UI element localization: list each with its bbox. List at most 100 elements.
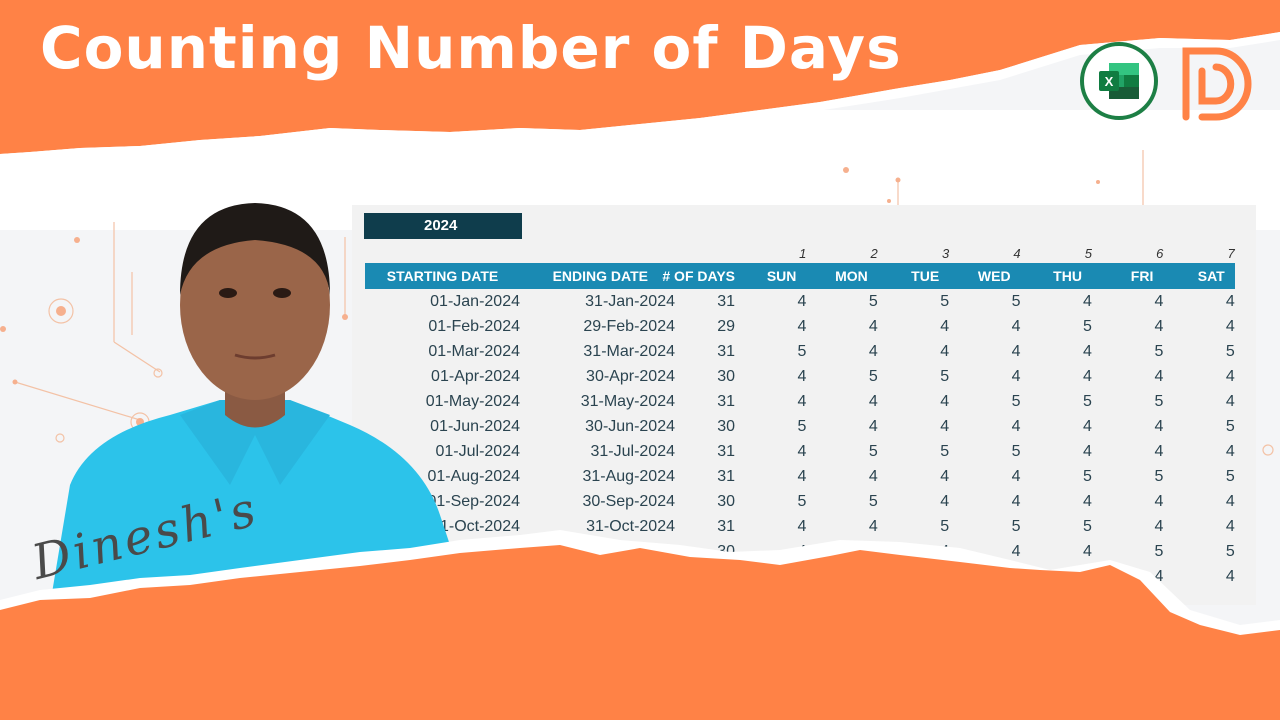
starting-date-cell: 01-Feb-2024 <box>428 317 520 335</box>
weekday-count-cell: 4 <box>1083 492 1092 510</box>
weekday-count-cell: 4 <box>1154 517 1164 535</box>
weekday-count-cell: 4 <box>1154 442 1164 460</box>
table-header: STARTING DATE ENDING DATE # OF DAYS SUN … <box>365 263 1235 289</box>
weekday-count-cell: 5 <box>1154 342 1164 360</box>
ending-date-cell: 30-Apr-2024 <box>586 367 675 385</box>
ending-date-cell: 31-Jul-2024 <box>590 442 676 460</box>
table-row: 01-Jun-2024 30-Jun-2024 30 5 4 4 4 4 4 5 <box>365 414 1235 439</box>
starting-date-cell: 01-Mar-2024 <box>428 342 520 360</box>
weekday-count-cell: 5 <box>868 492 878 510</box>
days-count-cell: 30 <box>717 367 735 385</box>
column-header-ending-date: ENDING DATE <box>552 268 648 284</box>
weekday-count-cell: 5 <box>868 367 878 385</box>
weekday-count-cell: 5 <box>1083 517 1092 535</box>
days-count-cell: 31 <box>717 442 735 460</box>
weekday-count-cell: 4 <box>1083 342 1092 360</box>
weekday-count-cell: 4 <box>940 492 950 510</box>
weekday-count-cell: 4 <box>797 392 807 410</box>
weekday-count-cell: 4 <box>868 392 878 410</box>
weekday-count-cell: 5 <box>1225 542 1235 560</box>
weekday-count-cell: 4 <box>940 392 950 410</box>
column-header-sun: SUN <box>766 268 797 284</box>
weekday-count-cell: 4 <box>797 367 807 385</box>
weekday-count-cell: 4 <box>1225 517 1235 535</box>
weekday-count-cell: 4 <box>1225 492 1235 510</box>
weekday-count-cell: 5 <box>797 492 807 510</box>
column-header-wed: WED <box>977 268 1011 284</box>
weekday-count-cell: 4 <box>868 317 878 335</box>
column-header-fri: FRI <box>1130 268 1154 284</box>
weekday-index: 2 <box>870 245 878 261</box>
days-count-cell: 30 <box>717 492 735 510</box>
weekday-count-cell: 4 <box>1011 342 1021 360</box>
ending-date-cell: 30-Sep-2024 <box>582 492 675 510</box>
weekday-index: 4 <box>1013 245 1021 261</box>
table-row: 01-Jan-2024 31-Jan-2024 31 4 5 5 5 4 4 4 <box>365 289 1235 314</box>
days-count-cell: 30 <box>717 417 735 435</box>
video-title: Counting Number of Days <box>40 14 902 82</box>
weekday-index: 5 <box>1084 245 1092 261</box>
weekday-count-cell: 4 <box>797 517 807 535</box>
days-count-cell: 29 <box>717 317 735 335</box>
weekday-count-cell: 5 <box>1011 442 1021 460</box>
weekday-count-cell: 4 <box>1154 492 1164 510</box>
ending-date-cell: 31-Oct-2024 <box>586 517 675 535</box>
top-banner: Counting Number of Days <box>0 0 1280 160</box>
weekday-count-cell: 4 <box>797 442 807 460</box>
starting-date-cell: 01-Jun-2024 <box>430 417 520 435</box>
weekday-count-cell: 4 <box>1083 542 1092 560</box>
weekday-count-cell: 4 <box>1011 492 1021 510</box>
weekday-count-cell: 4 <box>1011 417 1021 435</box>
ending-date-cell: 31-Aug-2024 <box>582 467 675 485</box>
days-count-cell: 31 <box>717 517 735 535</box>
weekday-count-cell: 4 <box>1154 367 1164 385</box>
weekday-count-cell: 4 <box>1083 292 1092 310</box>
weekday-count-cell: 5 <box>1083 317 1092 335</box>
weekday-count-cell: 5 <box>1011 392 1021 410</box>
svg-text:X: X <box>1105 74 1114 89</box>
weekday-count-cell: 4 <box>940 342 950 360</box>
table-row: 01-Jul-2024 31-Jul-2024 31 4 5 5 5 4 4 4 <box>365 439 1235 464</box>
weekday-count-cell: 4 <box>1083 367 1092 385</box>
weekday-count-cell: 4 <box>1225 317 1235 335</box>
weekday-count-cell: 4 <box>1225 392 1235 410</box>
weekday-count-cell: 4 <box>797 292 807 310</box>
weekday-count-cell: 5 <box>868 442 878 460</box>
weekday-count-cell: 5 <box>797 417 807 435</box>
column-header-starting-date: STARTING DATE <box>386 268 499 284</box>
column-header-days: # OF DAYS <box>662 268 735 284</box>
starting-date-cell: 01-Apr-2024 <box>431 367 520 385</box>
ending-date-cell: 31-Jan-2024 <box>585 292 675 310</box>
starting-date-cell: 01-Jul-2024 <box>435 442 521 460</box>
table-row: 01-May-2024 31-May-2024 31 4 4 4 5 5 5 4 <box>365 389 1235 414</box>
weekday-count-cell: 4 <box>868 517 878 535</box>
weekday-count-cell: 4 <box>1154 417 1164 435</box>
days-count-cell: 31 <box>717 467 735 485</box>
weekday-count-cell: 4 <box>940 417 950 435</box>
weekday-count-cell: 4 <box>1154 567 1164 585</box>
starting-date-cell: 01-May-2024 <box>425 392 520 410</box>
weekday-count-cell: 5 <box>1011 292 1021 310</box>
weekday-count-cell: 5 <box>1083 392 1092 410</box>
days-count-cell: 31 <box>717 392 735 410</box>
bottom-banner: DATA TO DECISIONS <box>0 520 1280 720</box>
weekday-count-cell: 4 <box>1225 442 1235 460</box>
table-row: 01-Aug-2024 31-Aug-2024 31 4 4 4 4 5 5 5 <box>365 464 1235 489</box>
ending-date-cell: 29-Feb-2024 <box>583 317 675 335</box>
weekday-count-cell: 4 <box>1225 567 1235 585</box>
weekday-index: 3 <box>941 245 950 261</box>
weekday-count-cell: 4 <box>1154 292 1164 310</box>
weekday-count-cell: 4 <box>868 342 878 360</box>
weekday-index: 6 <box>1156 245 1164 261</box>
weekday-count-cell: 5 <box>1225 342 1235 360</box>
weekday-count-cell: 4 <box>940 467 950 485</box>
weekday-count-cell: 5 <box>940 367 950 385</box>
weekday-count-cell: 4 <box>868 417 878 435</box>
weekday-count-cell: 5 <box>940 517 950 535</box>
column-header-mon: MON <box>835 268 868 284</box>
days-count-cell: 31 <box>717 292 735 310</box>
weekday-count-cell: 4 <box>1083 417 1092 435</box>
table-row: 01-Oct-2024 31-Oct-2024 31 4 4 5 5 5 4 4 <box>365 514 1235 539</box>
weekday-count-cell: 5 <box>940 442 950 460</box>
excel-icon: X <box>1080 42 1158 120</box>
